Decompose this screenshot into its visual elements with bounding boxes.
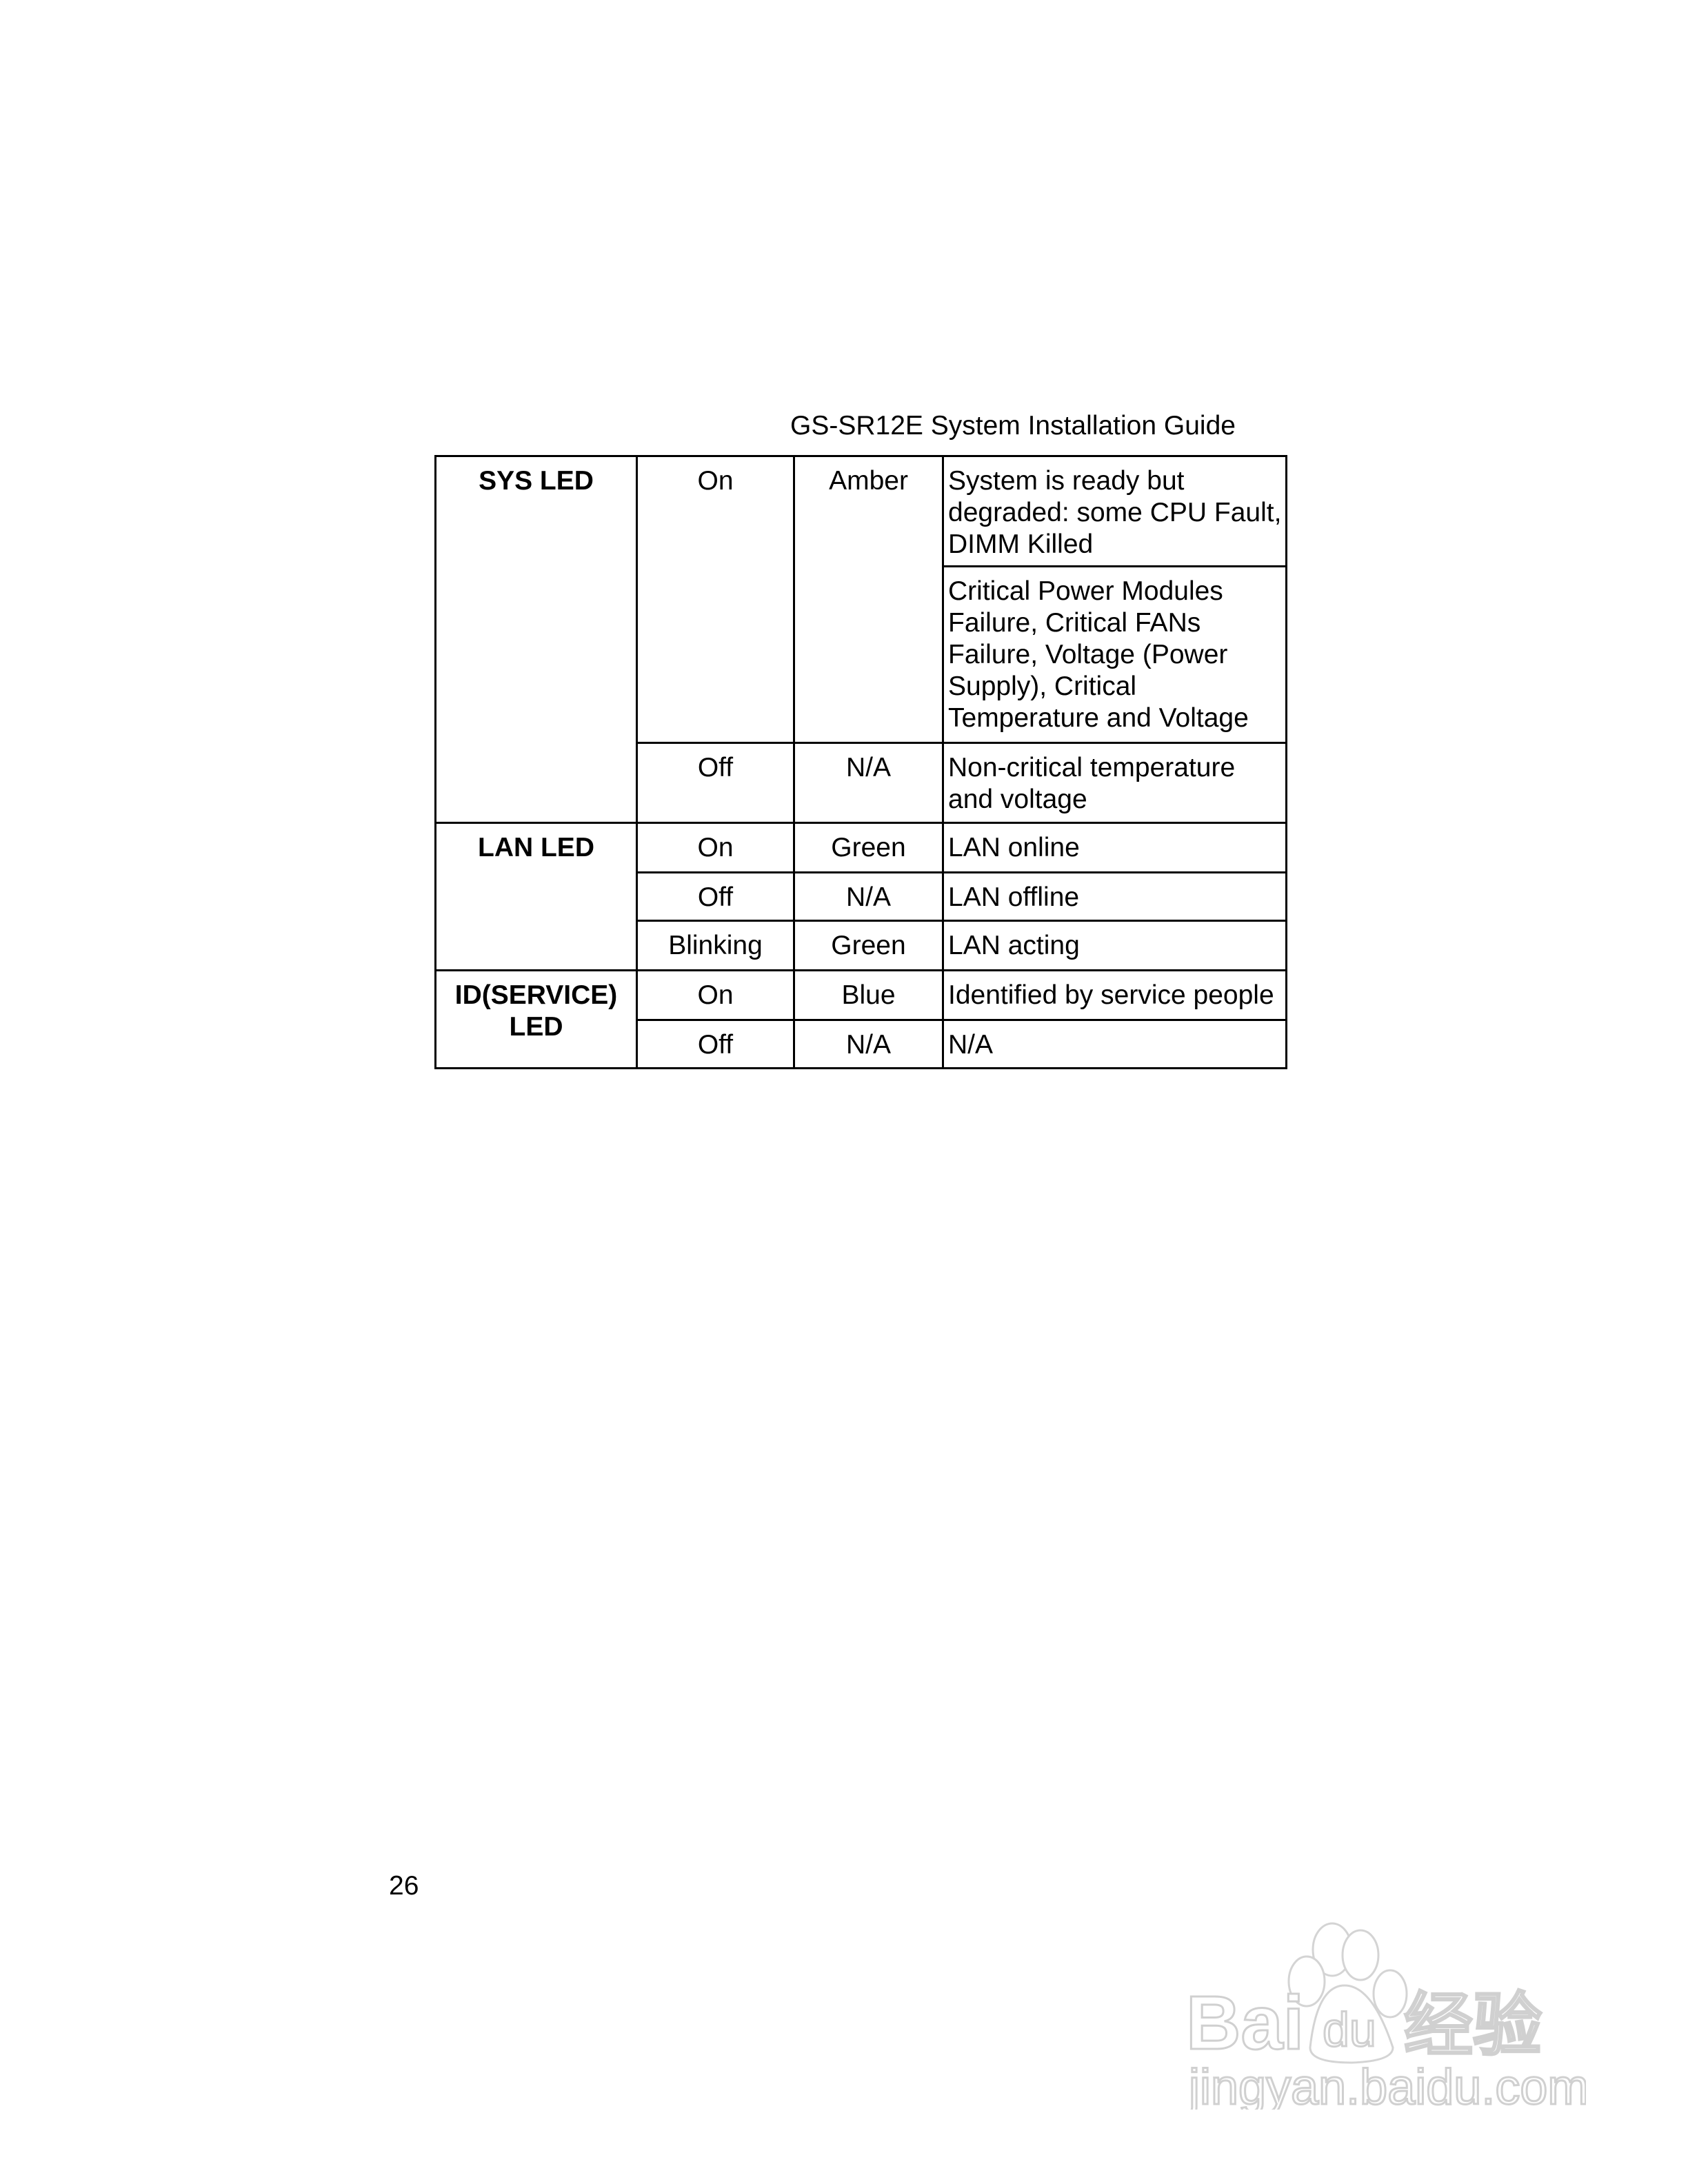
description-cell: Identified by service people <box>942 969 1287 1021</box>
svg-text:du: du <box>1323 2003 1376 2056</box>
table-row: Blinking Green LAN acting <box>436 920 1287 971</box>
led-name-cell: ID(SERVICE) LED <box>434 969 638 1069</box>
state-cell: On <box>636 822 795 873</box>
color-cell: N/A <box>793 1019 944 1069</box>
description-cell: LAN acting <box>942 920 1287 971</box>
led-name-cell: SYS LED <box>434 455 638 824</box>
color-cell: Amber <box>793 455 944 744</box>
page-header-title: GS-SR12E System Installation Guide <box>790 411 1236 441</box>
description-cell: System is ready but degraded: some CPU F… <box>942 455 1287 567</box>
svg-text:Bai: Bai <box>1186 1981 1304 2065</box>
color-cell: Blue <box>793 969 944 1021</box>
description-cell: LAN offline <box>942 871 1287 922</box>
table-row: SYS LED On Amber System is ready but deg… <box>434 455 1287 824</box>
state-cell: On <box>636 969 795 1021</box>
description-cell: LAN online <box>942 822 1287 873</box>
table-row: LAN LED On Green LAN online <box>434 822 1287 971</box>
color-cell: N/A <box>793 871 944 922</box>
state-cell: Blinking <box>636 920 795 971</box>
led-name-cell: LAN LED <box>434 822 638 971</box>
description-cell: Non-critical temperature and voltage <box>942 742 1287 824</box>
baidu-watermark-logo: Bai du 经验 jingyan.baidu.com <box>1186 1922 1586 2110</box>
svg-text:jingyan.baidu.com: jingyan.baidu.com <box>1187 2060 1586 2110</box>
table-row: Off N/A N/A <box>436 1019 1287 1069</box>
description-cell: Critical Power Modules Failure, Critical… <box>942 565 1287 744</box>
led-status-table: SYS LED On Amber System is ready but deg… <box>434 455 1287 1069</box>
table-row: Critical Power Modules Failure, Critical… <box>436 565 1287 744</box>
state-cell: Off <box>636 871 795 922</box>
description-cell: N/A <box>942 1019 1287 1069</box>
color-cell: Green <box>793 822 944 873</box>
state-cell: Off <box>636 742 795 824</box>
table-row: ID(SERVICE) LED On Blue Identified by se… <box>434 969 1287 1069</box>
table-row: Off N/A LAN offline <box>436 871 1287 922</box>
color-cell: Green <box>793 920 944 971</box>
color-cell: N/A <box>793 742 944 824</box>
state-cell: Off <box>636 1019 795 1069</box>
svg-text:经验: 经验 <box>1404 1985 1542 2065</box>
state-cell: On <box>636 455 795 744</box>
table-row: Off N/A Non-critical temperature and vol… <box>436 742 1287 824</box>
page-number: 26 <box>389 1871 419 1901</box>
